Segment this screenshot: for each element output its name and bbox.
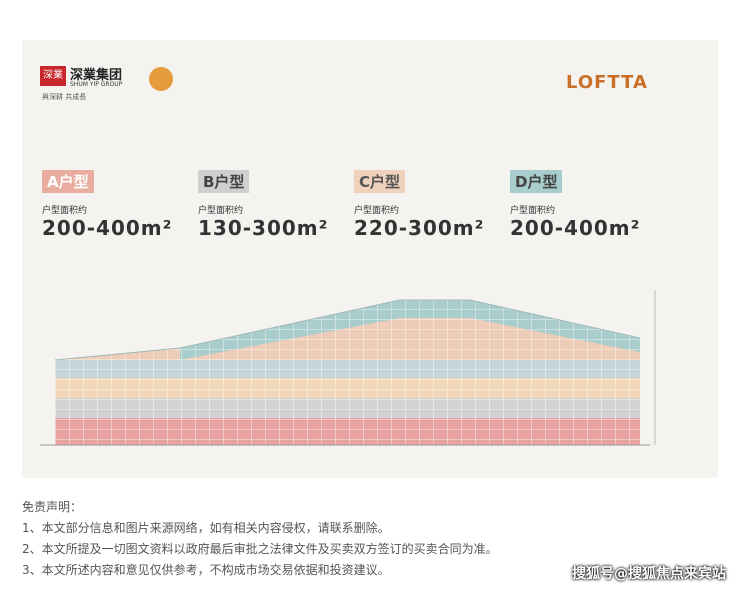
unit: B户型户型面积约 130-300m² [198, 170, 328, 240]
unit-caption: 户型面积约 [354, 206, 400, 216]
unit-tag: C户型 [354, 170, 406, 193]
brand: LOFTTA [566, 72, 648, 93]
unit-tag: D户型 [510, 170, 563, 193]
unit-area: 130-300m² [198, 216, 329, 240]
unit-area: 200-400m² [510, 216, 641, 240]
watermark: 搜狐号@搜狐焦点来宾站 [572, 566, 726, 582]
unit: A户型户型面积约 200-400m² [42, 170, 172, 240]
unit-area: 220-300m² [354, 216, 485, 240]
section-diagram [40, 290, 656, 446]
disclaimer-line: 2、本文所提及一切图文资料以政府最后审批之法律文件及买卖双方签订的买卖合同为准。 [22, 542, 498, 556]
group-name: 深業集团 [70, 68, 123, 83]
disclaimer-title: 免责声明： [22, 500, 83, 514]
unit-caption: 户型面积约 [510, 206, 556, 216]
unit-caption: 户型面积约 [198, 206, 244, 216]
disclaimer-line: 1、本文部分信息和图片来源网络，如有相关内容侵权，请联系删除。 [22, 521, 390, 535]
unit: C户型户型面积约 220-300m² [354, 170, 484, 240]
disclaimer: 免责声明： 1、本文部分信息和图片来源网络，如有相关内容侵权，请联系删除。 2、… [22, 497, 498, 581]
unit-caption: 户型面积约 [42, 206, 88, 216]
seal: 深業 [40, 66, 66, 86]
disclaimer-line: 3、本文所述内容和意见仅供参考，不构成市场交易依据和投资建议。 [22, 563, 390, 577]
group-name-en: SHUM YIP GROUP [70, 81, 123, 88]
unit-tag: A户型 [42, 170, 94, 193]
unit: D户型户型面积约 200-400m² [510, 170, 640, 240]
slogan: 與深耕 共成長 [42, 93, 87, 101]
unit-area: 200-400m² [42, 216, 173, 240]
brand-logo [149, 67, 173, 91]
unit-tag: B户型 [198, 170, 250, 193]
